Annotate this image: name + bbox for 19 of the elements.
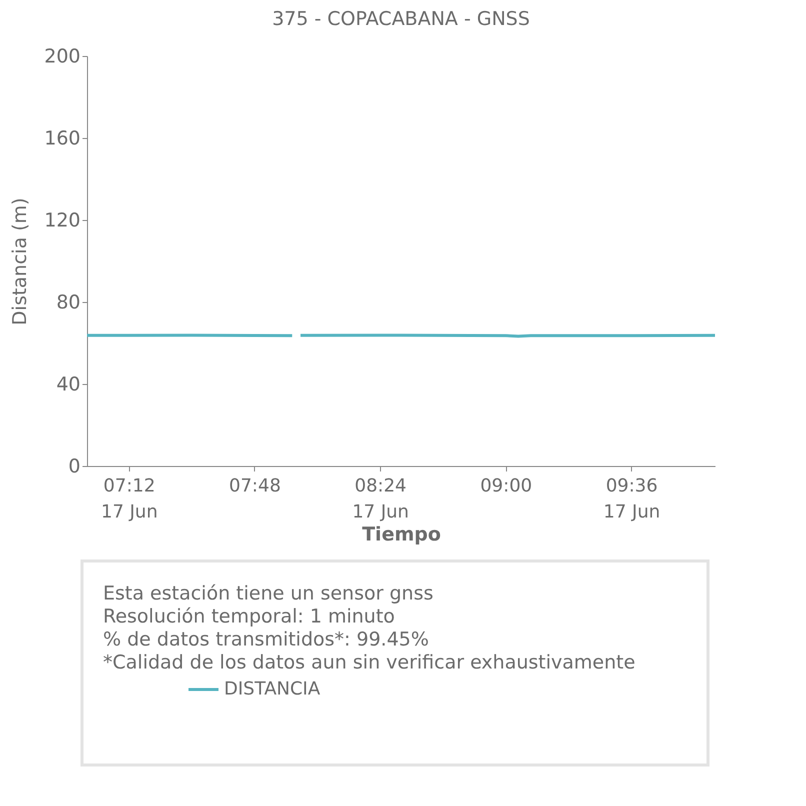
y-tick-label: 120 [44, 210, 80, 232]
y-tick-label: 160 [44, 128, 80, 150]
y-tick-label: 40 [56, 374, 80, 396]
text: Esta estación tiene un sensor gnss [103, 582, 434, 604]
x-tick-label: 09:36 17 Jun [603, 476, 660, 522]
x-tick-label: 07:48 [229, 476, 281, 496]
y-axis-title: Distancia (m) [9, 198, 32, 326]
legend-label: DISTANCIA [224, 678, 321, 700]
y-tick-label: 0 [68, 456, 80, 478]
text: Resolución temporal: 1 minuto [103, 606, 395, 628]
y-tick-label: 80 [56, 292, 80, 314]
chart-title: 375 - COPACABANA - GNSS [272, 8, 530, 30]
x-tick-label: 07:12 17 Jun [100, 476, 158, 522]
x-axis-title: Tiempo [362, 524, 441, 546]
y-tick-label: 200 [44, 46, 80, 68]
x-tick-label: 08:24 17 Jun [352, 476, 409, 522]
x-tick-label: 09:00 [480, 476, 532, 496]
text: % de datos transmitidos*: 99.45% [103, 628, 429, 650]
text: *Calidad de los datos aun sin verificar exhaustivamente [103, 652, 636, 674]
